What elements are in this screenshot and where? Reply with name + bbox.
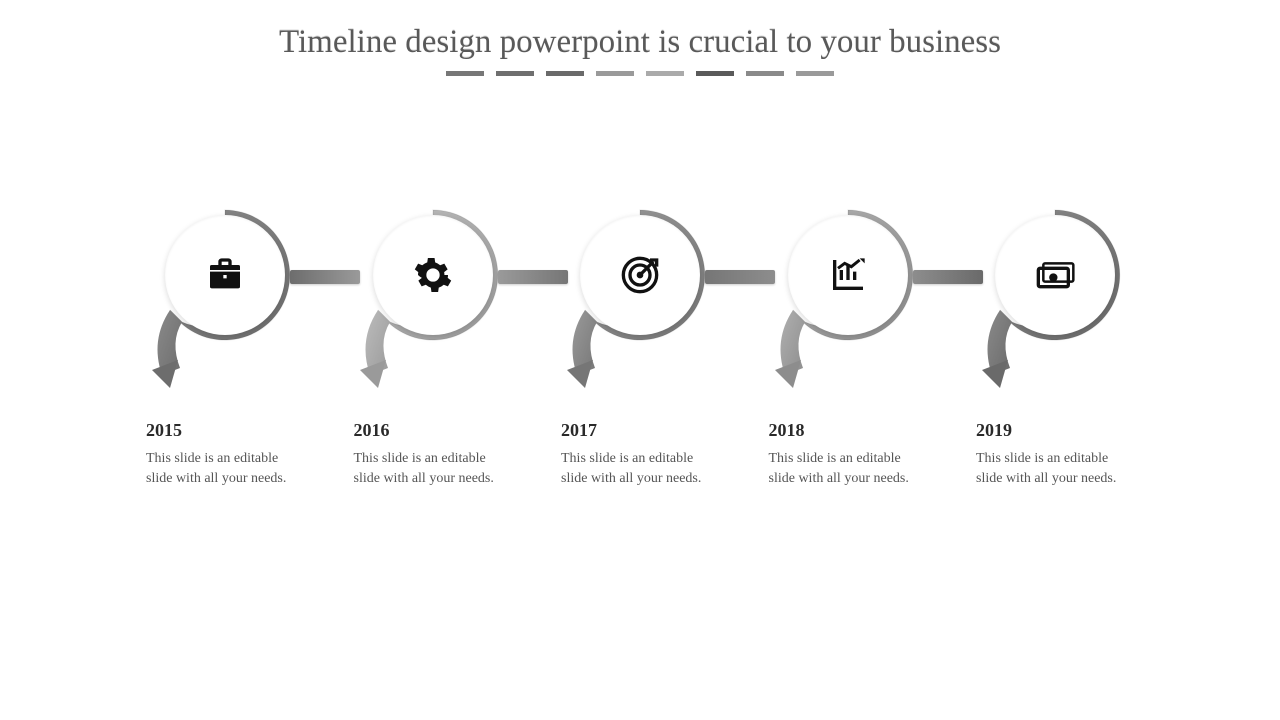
node-circle [373, 215, 493, 335]
timeline-node-2015: 2015 This slide is an editable slide wit… [140, 200, 310, 490]
node-year: 2017 [561, 420, 725, 441]
timeline-node-2018: 2018 This slide is an editable slide wit… [763, 200, 933, 490]
dash [696, 71, 734, 76]
node-text: 2015 This slide is an editable slide wit… [140, 420, 310, 490]
node-text: 2019 This slide is an editable slide wit… [970, 420, 1140, 490]
ring-wrap [773, 200, 923, 400]
dash [796, 71, 834, 76]
ring-wrap [150, 200, 300, 400]
node-year: 2016 [354, 420, 518, 441]
timeline: 2015 This slide is an editable slide wit… [140, 200, 1140, 490]
timeline-node-2019: 2019 This slide is an editable slide wit… [970, 200, 1140, 490]
node-circle [995, 215, 1115, 335]
node-circle [788, 215, 908, 335]
node-desc: This slide is an editable slide with all… [354, 449, 504, 490]
ring-wrap [358, 200, 508, 400]
dash [646, 71, 684, 76]
timeline-node-2016: 2016 This slide is an editable slide wit… [348, 200, 518, 490]
gear-icon [413, 255, 453, 295]
node-text: 2018 This slide is an editable slide wit… [763, 420, 933, 490]
node-circle [580, 215, 700, 335]
node-desc: This slide is an editable slide with all… [976, 449, 1126, 490]
page-title: Timeline design powerpoint is crucial to… [0, 24, 1280, 61]
node-year: 2019 [976, 420, 1140, 441]
node-text: 2017 This slide is an editable slide wit… [555, 420, 725, 490]
briefcase-icon [205, 255, 245, 295]
dash [746, 71, 784, 76]
dash [496, 71, 534, 76]
node-circle [165, 215, 285, 335]
title-wrap: Timeline design powerpoint is crucial to… [0, 0, 1280, 76]
node-desc: This slide is an editable slide with all… [561, 449, 711, 490]
money-icon [1035, 255, 1075, 295]
node-desc: This slide is an editable slide with all… [146, 449, 296, 490]
timeline-node-2017: 2017 This slide is an editable slide wit… [555, 200, 725, 490]
dash [596, 71, 634, 76]
title-dashes [0, 71, 1280, 76]
dash [546, 71, 584, 76]
node-desc: This slide is an editable slide with all… [769, 449, 919, 490]
node-year: 2018 [769, 420, 933, 441]
ring-wrap [565, 200, 715, 400]
dash [446, 71, 484, 76]
target-icon [620, 255, 660, 295]
chart-icon [828, 255, 868, 295]
node-year: 2015 [146, 420, 310, 441]
ring-wrap [980, 200, 1130, 400]
node-text: 2016 This slide is an editable slide wit… [348, 420, 518, 490]
